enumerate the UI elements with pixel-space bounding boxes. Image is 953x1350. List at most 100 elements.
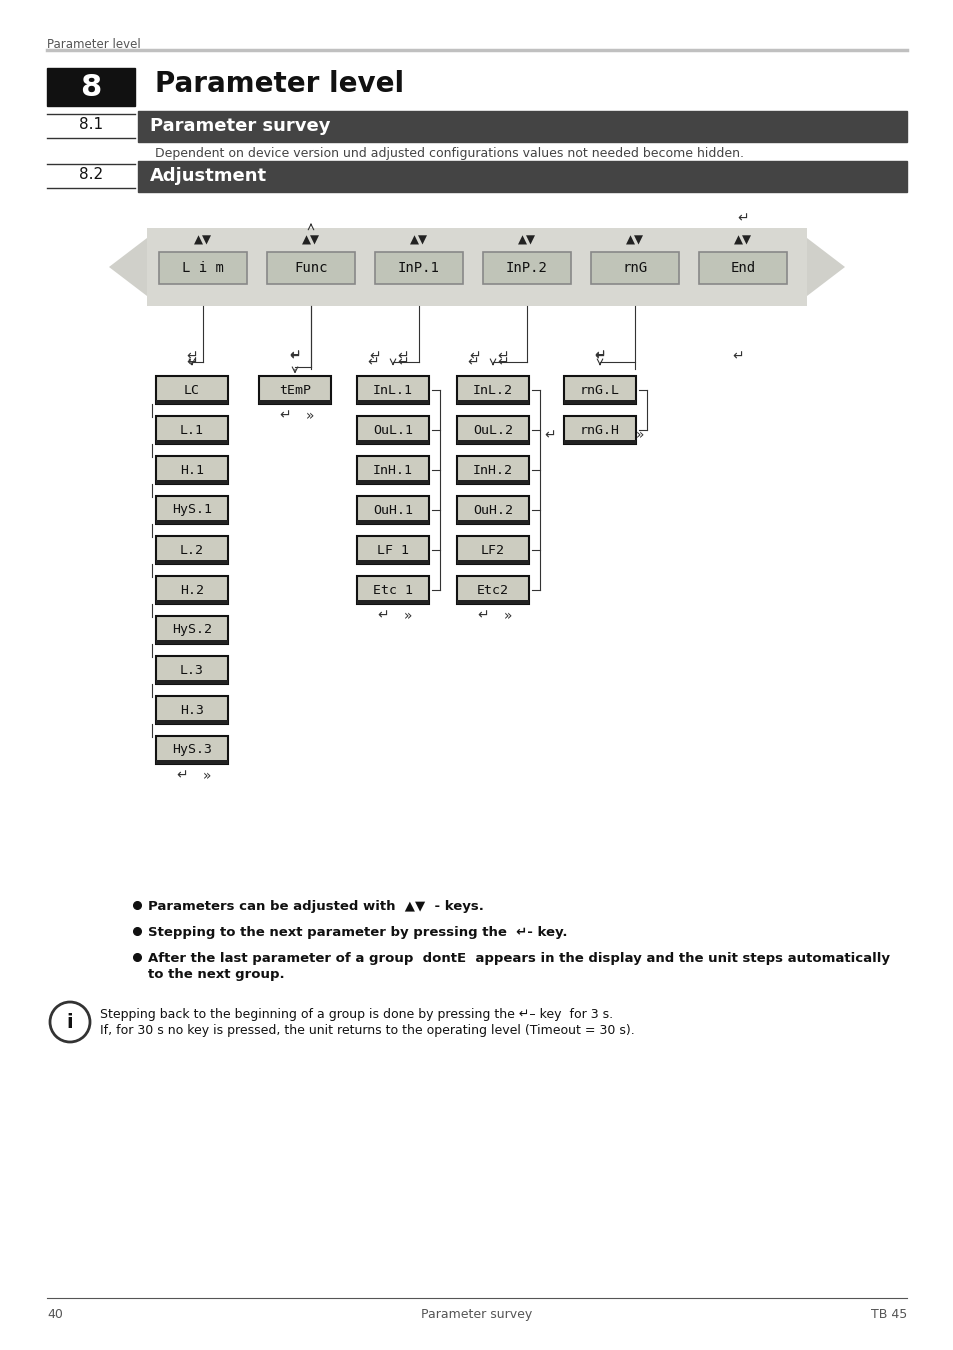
Text: L.3: L.3 [180, 663, 204, 676]
Bar [258, 400, 331, 404]
Bar [156, 616, 228, 644]
Bar [563, 440, 636, 444]
Bar [356, 416, 429, 444]
Bar [156, 440, 228, 444]
Bar [456, 520, 529, 524]
Text: End: End [730, 261, 755, 275]
Text: Stepping to the next parameter by pressing the  ↵- key.: Stepping to the next parameter by pressi… [148, 926, 567, 940]
Text: Parameters can be adjusted with  ▲▼  - keys.: Parameters can be adjusted with ▲▼ - key… [148, 900, 483, 913]
Text: ↵: ↵ [497, 355, 508, 369]
Bar [356, 481, 429, 485]
Text: rnG.H: rnG.H [579, 424, 619, 436]
Bar [456, 416, 529, 444]
Bar [156, 481, 228, 485]
Text: ↵: ↵ [476, 609, 488, 622]
Text: ▲▼: ▲▼ [302, 234, 319, 247]
Text: InH.2: InH.2 [473, 463, 513, 477]
Text: TB 45: TB 45 [870, 1308, 906, 1322]
Bar [456, 400, 529, 404]
Bar [156, 720, 228, 724]
Text: 8.1: 8.1 [79, 117, 103, 132]
Text: ↵: ↵ [396, 355, 409, 369]
Text: ↵: ↵ [737, 211, 748, 225]
Bar [356, 400, 429, 404]
Bar [356, 495, 429, 524]
Bar [156, 640, 228, 644]
Bar [258, 377, 331, 404]
Text: ↵: ↵ [279, 409, 291, 423]
Text: InL.1: InL.1 [373, 383, 413, 397]
Bar [356, 599, 429, 603]
Text: ↵: ↵ [469, 350, 480, 363]
Text: L.2: L.2 [180, 544, 204, 556]
Text: ↵: ↵ [186, 350, 197, 363]
Text: InP.1: InP.1 [397, 261, 439, 275]
Bar [456, 481, 529, 485]
Text: 8.2: 8.2 [79, 167, 103, 182]
Text: 8: 8 [80, 73, 102, 101]
Bar [456, 560, 529, 564]
Text: to the next group.: to the next group. [148, 968, 284, 981]
Text: ↵: ↵ [376, 609, 389, 622]
Circle shape [50, 1002, 90, 1042]
Text: InL.2: InL.2 [473, 383, 513, 397]
Text: rnG: rnG [621, 261, 647, 275]
Text: H.2: H.2 [180, 583, 204, 597]
Bar [267, 252, 355, 284]
Text: OuL.1: OuL.1 [373, 424, 413, 436]
Text: ↵: ↵ [497, 350, 508, 363]
Text: ▲▼: ▲▼ [410, 234, 428, 247]
Text: LF2: LF2 [480, 544, 504, 556]
Bar [156, 520, 228, 524]
Polygon shape [806, 238, 844, 296]
Bar [456, 456, 529, 485]
Bar [156, 760, 228, 764]
Bar [156, 536, 228, 564]
Bar [563, 400, 636, 404]
Text: »: » [635, 428, 643, 441]
Text: HyS.3: HyS.3 [172, 744, 212, 756]
Text: ↵: ↵ [594, 348, 605, 362]
Text: InH.1: InH.1 [373, 463, 413, 477]
Text: Func: Func [294, 261, 328, 275]
Bar [138, 161, 906, 192]
Text: Parameter survey: Parameter survey [421, 1308, 532, 1322]
Text: rnG.L: rnG.L [579, 383, 619, 397]
Text: Dependent on device version und adjusted configurations values not needed become: Dependent on device version und adjusted… [154, 147, 743, 161]
Text: ▲▼: ▲▼ [517, 234, 536, 247]
Text: Parameter survey: Parameter survey [150, 117, 330, 135]
Text: ↵: ↵ [367, 355, 378, 369]
Text: InP.2: InP.2 [505, 261, 547, 275]
Text: L i m: L i m [182, 261, 224, 275]
Text: Etc2: Etc2 [476, 583, 509, 597]
Bar [356, 560, 429, 564]
Bar [147, 228, 806, 306]
Text: Etc 1: Etc 1 [373, 583, 413, 597]
Text: ↵: ↵ [731, 350, 743, 363]
Text: Parameter level: Parameter level [47, 38, 141, 51]
Text: »: » [203, 768, 211, 783]
Text: HyS.1: HyS.1 [172, 504, 212, 517]
Bar [356, 536, 429, 564]
Text: ▲▼: ▲▼ [625, 234, 643, 247]
Bar [156, 599, 228, 603]
Bar [456, 536, 529, 564]
Text: »: » [503, 609, 512, 622]
Text: HyS.2: HyS.2 [172, 624, 212, 636]
Bar [456, 576, 529, 603]
Bar [156, 656, 228, 684]
Text: ↵: ↵ [594, 350, 605, 363]
Text: i: i [67, 1012, 73, 1031]
Text: tEmP: tEmP [278, 383, 311, 397]
Text: ↵: ↵ [186, 355, 197, 369]
Bar [356, 377, 429, 404]
Bar [456, 440, 529, 444]
Bar [356, 440, 429, 444]
Text: »: » [305, 409, 314, 423]
Text: ↵: ↵ [176, 768, 188, 783]
Bar [563, 377, 636, 404]
Bar [563, 416, 636, 444]
Text: Parameter level: Parameter level [154, 70, 404, 99]
Text: ↵: ↵ [396, 350, 409, 363]
Bar [156, 576, 228, 603]
